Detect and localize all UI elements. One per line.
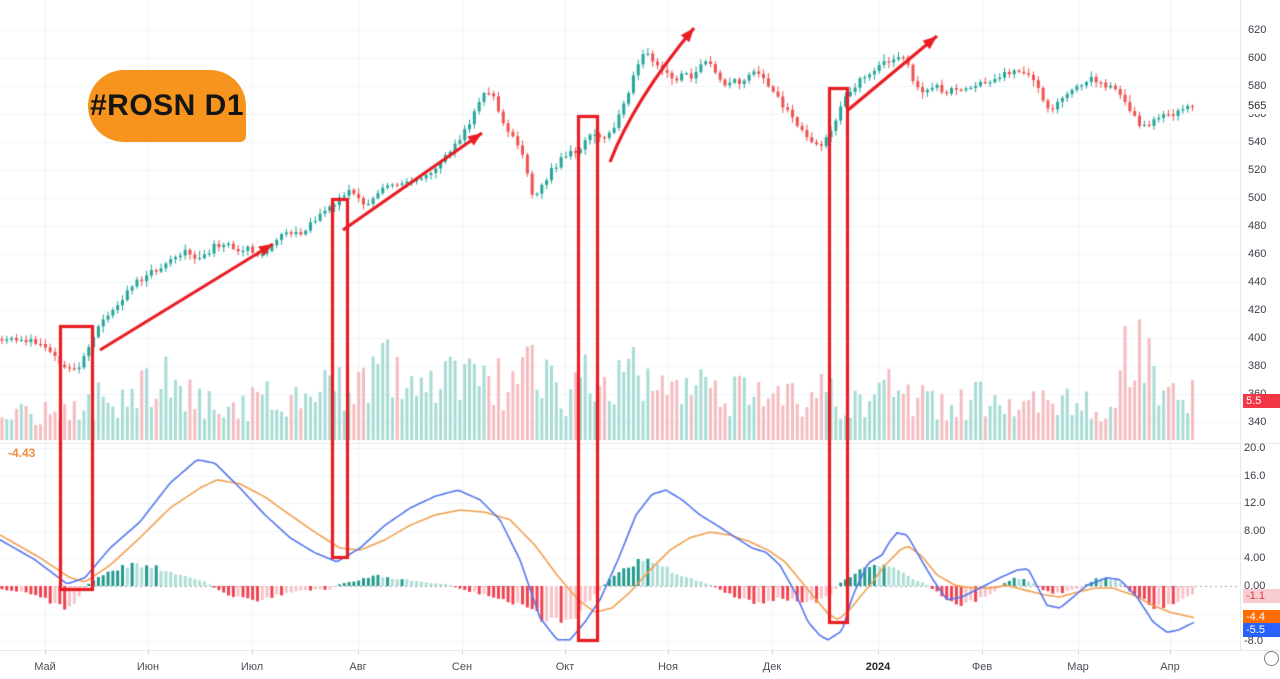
price-tick-label: 340 xyxy=(1248,416,1267,428)
price-tick-label: 480 xyxy=(1248,220,1267,232)
month-label: 2024 xyxy=(865,661,891,673)
macd-tick-label: 8.00 xyxy=(1244,524,1266,537)
month-label: Апр xyxy=(1160,661,1180,673)
time-axis-border xyxy=(0,650,1280,651)
price-tick-label: 440 xyxy=(1248,276,1267,288)
month-label: Июл xyxy=(240,661,264,673)
symbol-badge-label: #ROSN D1 xyxy=(89,89,245,122)
macd-tick-label: 16.0 xyxy=(1244,469,1266,482)
macd-indicator-value: -4.43 xyxy=(8,446,36,460)
macd-signal-badge: -4.4 xyxy=(1243,610,1280,624)
clock-icon[interactable] xyxy=(1264,651,1279,666)
price-tick-label: 460 xyxy=(1248,248,1267,260)
macd-tick-label: -8.0 xyxy=(1244,635,1263,648)
month-label: Ноя xyxy=(657,661,679,673)
price-tick-label: 380 xyxy=(1248,360,1267,372)
macd-tick-label: 4.00 xyxy=(1244,552,1266,565)
macd-tick-label: 20.0 xyxy=(1244,442,1266,454)
month-label: Июн xyxy=(136,661,160,673)
price-tick-label: 620 xyxy=(1248,24,1267,36)
month-label: Сен xyxy=(451,661,473,673)
price-tick-label: 520 xyxy=(1248,164,1267,176)
macd-tick-label: 12.0 xyxy=(1244,497,1266,510)
price-tick-label: 580 xyxy=(1248,80,1267,92)
price-tick-label: 400 xyxy=(1248,332,1267,344)
volume-value-badge: 5.5 xyxy=(1243,394,1280,408)
price-axis-border xyxy=(1240,0,1241,650)
macd-line-badge: -5.5 xyxy=(1243,623,1280,637)
price-tick-label: 540 xyxy=(1248,136,1267,148)
month-label: Авг xyxy=(349,661,367,673)
current-price-label: 565 xyxy=(1246,99,1270,114)
price-tick-label: 600 xyxy=(1248,52,1267,64)
month-label: Дек xyxy=(762,661,782,673)
price-tick-label: 500 xyxy=(1248,192,1267,204)
month-label: Окт xyxy=(555,661,575,673)
month-label: Май xyxy=(34,661,56,673)
month-label: Фев xyxy=(971,661,993,673)
macd-histogram-badge: -1.1 xyxy=(1243,589,1280,603)
symbol-badge: #ROSN D1 xyxy=(88,70,246,142)
month-label: Мар xyxy=(1067,661,1089,673)
price-tick-label: 420 xyxy=(1248,304,1267,316)
